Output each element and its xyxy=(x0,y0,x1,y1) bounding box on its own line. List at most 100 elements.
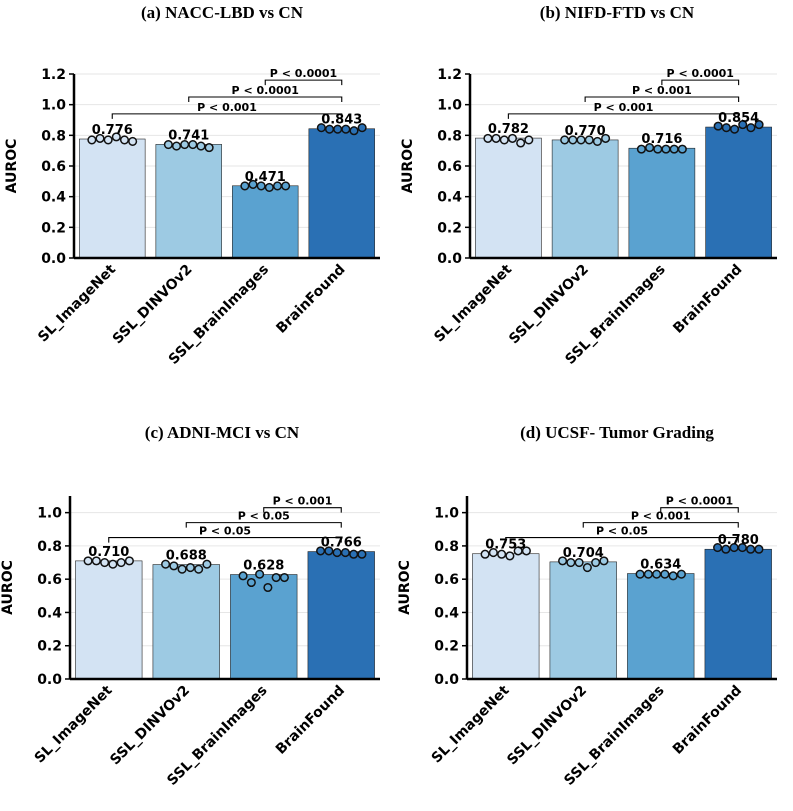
data-point xyxy=(119,135,130,145)
data-point xyxy=(100,557,110,568)
y-tick-label: 0.2 xyxy=(437,220,462,236)
y-tick-label: 0.8 xyxy=(37,539,62,555)
data-point xyxy=(505,551,515,561)
data-point xyxy=(574,557,584,568)
data-point xyxy=(516,138,526,148)
x-tick-label: BrainFound xyxy=(273,262,348,337)
data-point xyxy=(341,124,351,134)
data-point xyxy=(713,121,723,131)
bar-SSL_DINVOv2 xyxy=(549,561,617,680)
value-label: 0.782 xyxy=(488,122,529,137)
data-point xyxy=(238,571,248,581)
chart-panel-1: (a) NACC-LBD vs CN 0.0 0.2 0.4 0.6 0.8 1.0 1.2 A… xyxy=(4,3,380,368)
data-point xyxy=(729,124,740,134)
bar-SSL_BrainImages xyxy=(627,573,695,680)
y-tick-label: 0.0 xyxy=(437,251,462,267)
significance-bracket xyxy=(660,507,739,513)
data-point xyxy=(357,123,367,133)
data-point xyxy=(246,577,256,588)
bar-SL_ImageNet xyxy=(475,137,542,259)
significance-bracket xyxy=(108,537,342,543)
y-tick-label: 0.0 xyxy=(41,251,66,267)
significance-bracket xyxy=(661,79,740,86)
p-value-label: P < 0.05 xyxy=(238,510,290,523)
data-point xyxy=(499,135,509,145)
data-point xyxy=(645,143,655,153)
data-point xyxy=(584,135,594,145)
p-value-label: P < 0.0001 xyxy=(667,67,734,80)
p-value-label: P < 0.001 xyxy=(594,101,654,114)
bar-SL_ImageNet xyxy=(75,560,143,680)
value-label: 0.753 xyxy=(485,538,526,553)
significance-bracket xyxy=(188,96,343,102)
data-point xyxy=(558,556,568,566)
y-tick-label: 0.4 xyxy=(434,605,459,621)
significance-bracket xyxy=(582,522,739,528)
data-point xyxy=(349,126,359,136)
p-value-label: P < 0.001 xyxy=(273,495,333,508)
data-point xyxy=(169,561,179,571)
data-point xyxy=(188,139,198,150)
data-point xyxy=(601,133,611,143)
data-point xyxy=(738,120,748,130)
data-point xyxy=(108,559,118,569)
p-value-label: P < 0.001 xyxy=(631,510,691,523)
data-point xyxy=(357,549,367,559)
data-point xyxy=(95,133,105,143)
y-tick-label: 0.2 xyxy=(41,220,66,236)
y-axis-label: AUROC xyxy=(0,560,16,615)
x-tick-label: BrainFound xyxy=(670,262,745,337)
data-point xyxy=(87,135,97,145)
x-tick-label: SSL_DINVOv2 xyxy=(504,683,590,769)
chart-title: (b) NIFD-FTD vs CN xyxy=(540,3,695,22)
data-point xyxy=(636,144,646,154)
bar-BrainFound xyxy=(307,551,375,680)
value-label: 0.770 xyxy=(565,124,606,139)
data-point xyxy=(161,559,171,569)
value-label: 0.843 xyxy=(321,113,362,128)
data-point xyxy=(746,123,756,133)
chart-title: (d) UCSF- Tumor Grading xyxy=(520,423,714,442)
y-tick-label: 0.2 xyxy=(37,639,62,655)
significance-bracket xyxy=(584,96,740,102)
y-axis-label: AUROC xyxy=(4,139,20,194)
bar-SL_ImageNet xyxy=(79,138,146,259)
data-point xyxy=(103,135,113,145)
data-point xyxy=(660,569,670,579)
data-point xyxy=(316,123,326,133)
y-tick-label: 0.2 xyxy=(434,639,459,655)
data-point xyxy=(271,572,281,583)
data-point xyxy=(248,179,258,189)
data-point xyxy=(116,557,126,568)
data-point xyxy=(202,559,212,569)
bar-BrainFound xyxy=(308,128,375,259)
data-point xyxy=(721,544,731,554)
data-point xyxy=(194,564,204,574)
p-value-label: P < 0.05 xyxy=(199,525,251,538)
bar-SSL_DINVOv2 xyxy=(551,139,619,259)
data-point xyxy=(171,141,182,151)
value-label: 0.471 xyxy=(245,170,286,185)
data-point xyxy=(255,569,265,579)
data-point xyxy=(163,139,173,150)
significance-bracket xyxy=(507,113,740,119)
p-value-label: P < 0.001 xyxy=(197,101,257,114)
y-tick-label: 0.6 xyxy=(37,572,62,588)
data-point xyxy=(721,123,731,133)
y-tick-label: 1.2 xyxy=(41,67,66,83)
data-point xyxy=(264,182,274,193)
bar-BrainFound xyxy=(705,126,772,259)
y-tick-label: 1.0 xyxy=(37,506,62,522)
data-point xyxy=(713,543,723,553)
p-value-label: P < 0.0001 xyxy=(232,84,299,97)
data-point xyxy=(592,136,602,147)
x-tick-label: BrainFound xyxy=(273,683,348,758)
data-point xyxy=(196,141,206,151)
p-value-label: P < 0.05 xyxy=(596,525,648,538)
data-point xyxy=(281,181,291,191)
data-point xyxy=(349,549,359,559)
value-label: 0.710 xyxy=(88,545,129,560)
data-point xyxy=(599,556,609,566)
significance-bracket xyxy=(505,537,739,543)
